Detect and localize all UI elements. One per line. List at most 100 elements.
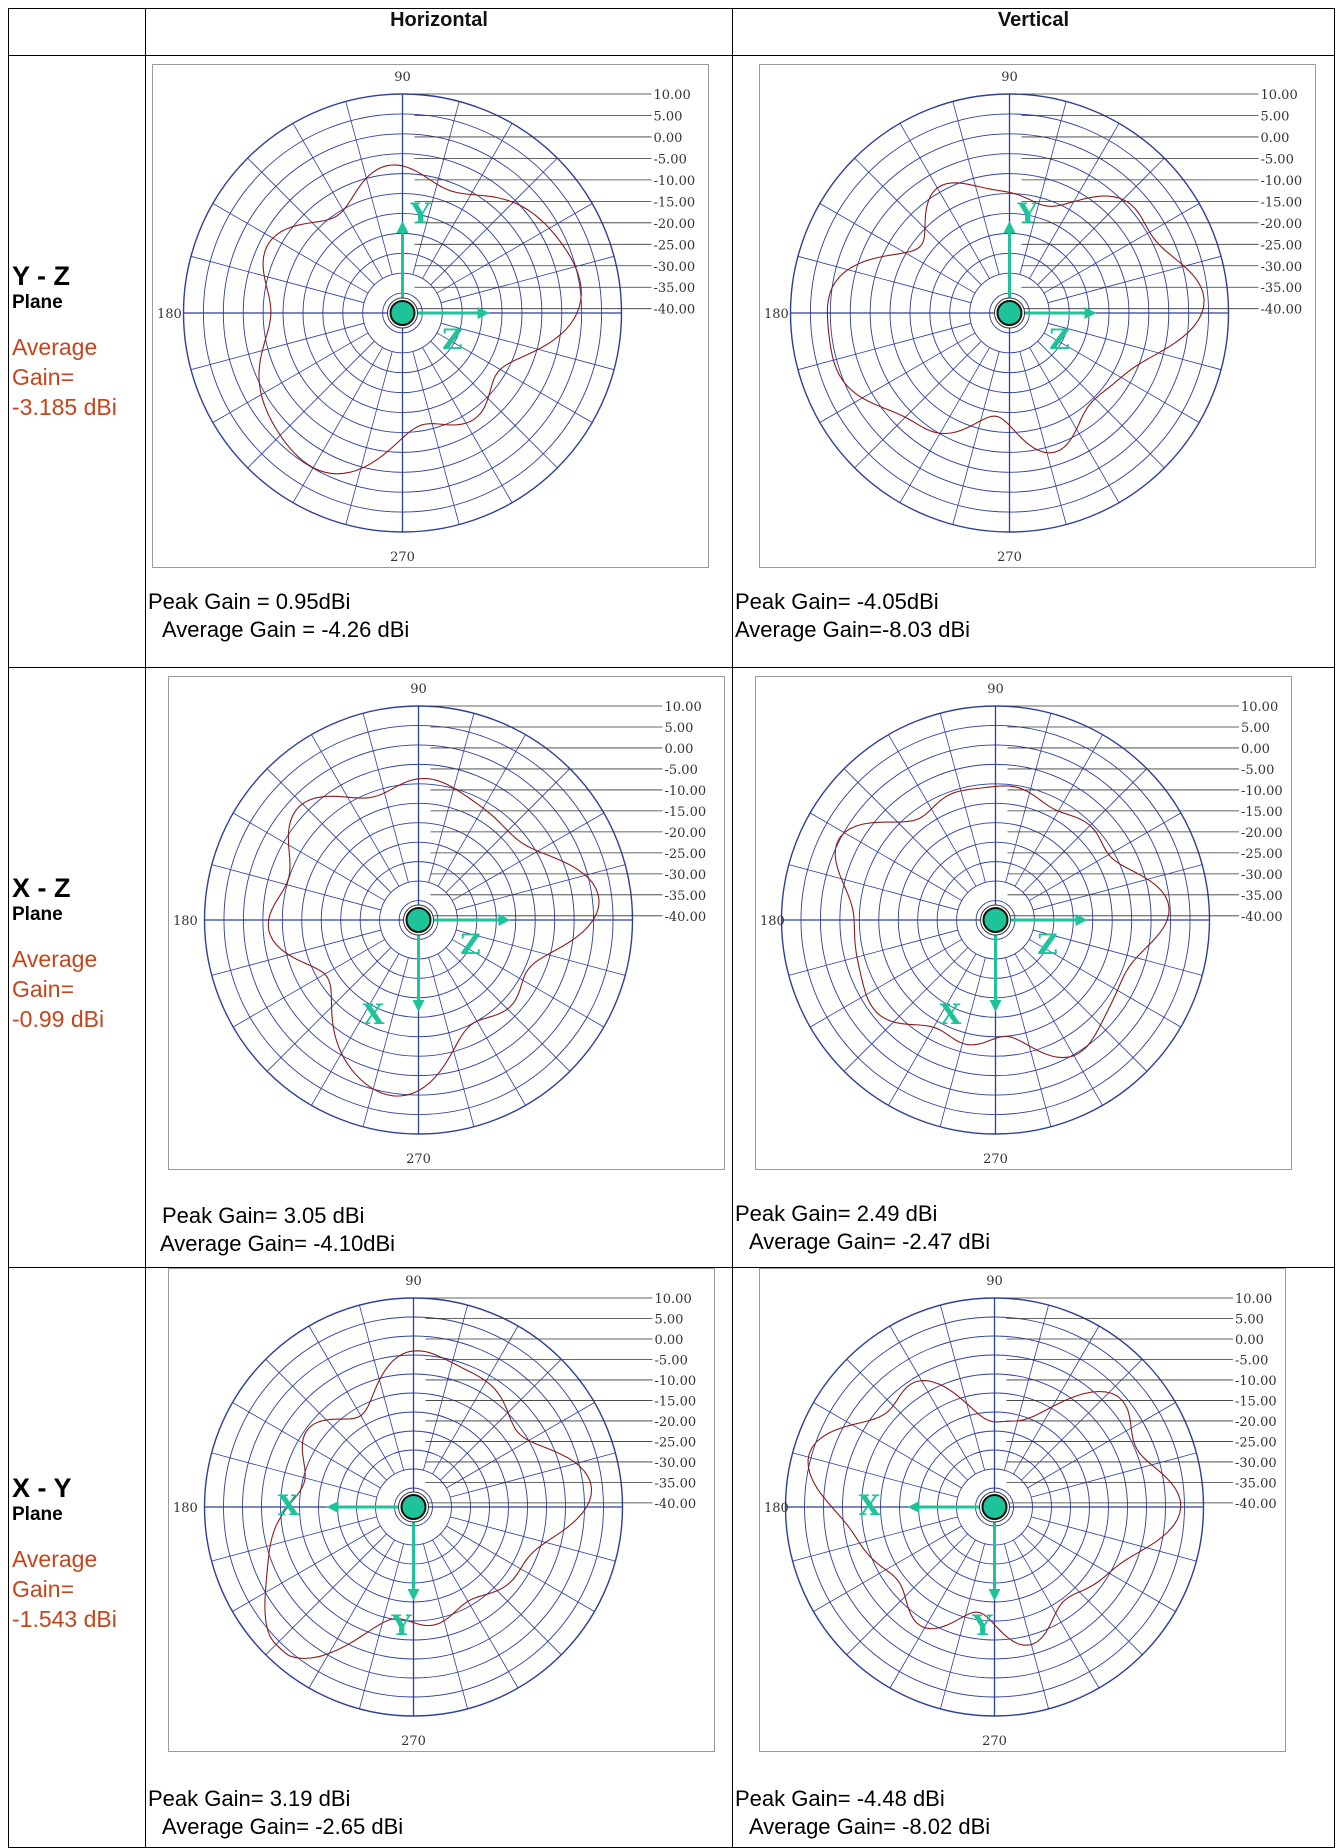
antenna-pattern-table: Horizontal Vertical Y - Z Plane Average … [8, 8, 1335, 1848]
horizontal-cell: 10.00 5.00 0.00 -5.00 -10.00 -15.00 -20.00 -25.… [145, 55, 733, 668]
angle-label-180: 180 [173, 1501, 198, 1516]
polar-plot: 10.00 5.00 0.00 -5.00 -10.00 -15.00 -20.00 -25.… [755, 676, 1292, 1170]
grid-spoke [232, 1525, 381, 1612]
grid-spoke [1003, 1305, 1049, 1471]
row-yz: Y - Z Plane Average Gain= -3.185 dBi 10.… [8, 55, 1335, 668]
scale-label: -30.00 [1235, 1456, 1277, 1471]
grid-spoke [232, 812, 386, 901]
scale-label: -35.00 [654, 281, 696, 296]
scale-label: -35.00 [1241, 889, 1283, 904]
grid-spoke [247, 157, 375, 286]
grid-spoke [428, 713, 475, 883]
scale-label: 0.00 [654, 131, 683, 146]
axis-side-label: Z [460, 928, 480, 961]
grid-spoke [939, 957, 986, 1127]
row-xz: X - Z Plane Average Gain= -0.99 dBi 10.0… [8, 667, 1335, 1268]
grid-spoke [1003, 1543, 1049, 1709]
grid-spoke [1005, 957, 1052, 1127]
scale-label: -25.00 [1235, 1435, 1277, 1450]
scale-label: 10.00 [655, 1292, 692, 1307]
grid-spoke [1047, 255, 1222, 304]
grid-spoke [437, 734, 526, 887]
scale-label: -20.00 [655, 1415, 697, 1430]
center-marker [400, 1494, 427, 1520]
scale-label: 0.00 [655, 1333, 684, 1348]
polar-plot-svg: 10.00 5.00 0.00 -5.00 -10.00 -15.00 -20.00 -25.… [764, 1274, 1277, 1749]
grid-spoke [266, 768, 392, 893]
grid-spoke [797, 255, 972, 304]
scale-label: -20.00 [1241, 826, 1283, 841]
pattern-trace [267, 777, 600, 1097]
scale-label: -35.00 [665, 889, 707, 904]
scale-label: -35.00 [1261, 281, 1303, 296]
grid-spoke [211, 1452, 377, 1498]
angle-label-90: 90 [405, 1274, 422, 1289]
scale-label: -15.00 [1241, 805, 1283, 820]
peak-gain: Peak Gain= 3.05 dBi [162, 1203, 365, 1228]
grid-spoke [450, 1516, 616, 1562]
grid-spoke [940, 1543, 986, 1709]
axis-left-arrow-head [326, 1501, 339, 1513]
scale-label: -40.00 [1261, 303, 1303, 318]
grid-spoke [788, 864, 959, 911]
scale-label: 0.00 [1235, 1333, 1264, 1348]
scale-label: -20.00 [1261, 217, 1303, 232]
scale-label: -25.00 [1241, 847, 1283, 862]
grid-spoke [440, 1533, 562, 1656]
angle-label-90: 90 [986, 1274, 1003, 1289]
grid-spoke [211, 864, 382, 911]
angle-label-270: 270 [401, 1734, 426, 1749]
average-gain: Average Gain=-8.03 dBi [735, 616, 971, 642]
polar-plot-svg: 10.00 5.00 0.00 -5.00 -10.00 -15.00 -20.00 -25.… [173, 682, 707, 1167]
grid-spoke [211, 1516, 377, 1562]
grid-spoke [854, 157, 982, 286]
grid-spoke [430, 157, 558, 286]
angle-label-270: 270 [390, 550, 415, 565]
grid-spoke [265, 1533, 387, 1656]
scale-label: -30.00 [654, 260, 696, 275]
pattern-trace [264, 1350, 593, 1660]
grid-spoke [232, 1402, 381, 1489]
axis-up-arrow-head [396, 221, 409, 233]
scale-label: -25.00 [665, 847, 707, 862]
scale-label: -20.00 [1235, 1415, 1277, 1430]
scale-label: -10.00 [665, 784, 707, 799]
angle-label-270: 270 [982, 1734, 1007, 1749]
grid-spoke [436, 332, 593, 423]
grid-spoke [292, 123, 383, 279]
angle-label-270: 270 [997, 550, 1022, 565]
axis-down-arrow-head [407, 1589, 420, 1601]
grid-spoke [190, 255, 365, 304]
grid-spoke [311, 953, 400, 1106]
center-marker [981, 1494, 1008, 1520]
scale-label: -15.00 [665, 805, 707, 820]
average-gain: Average Gain= -2.47 dBi [749, 1228, 991, 1254]
peak-gain: Peak Gain = 0.95dBi [148, 589, 351, 614]
plane-label: Y - Z Plane Average Gain= -3.185 dBi [12, 261, 152, 423]
scale-label: 0.00 [1261, 131, 1290, 146]
scale-label: 10.00 [654, 88, 691, 103]
grid-spoke [440, 1358, 562, 1481]
scale-label: -30.00 [655, 1456, 697, 1471]
grid-spoke [1019, 101, 1067, 275]
angle-label-90: 90 [1001, 70, 1018, 85]
grid-spoke [445, 947, 571, 1072]
grid-spoke [1021, 1533, 1143, 1656]
average-gain: Average Gain= -2.65 dBi [162, 1813, 404, 1839]
grid-spoke [1013, 1325, 1100, 1475]
grid-spoke [1022, 768, 1148, 893]
plane-word: Plane [12, 1504, 63, 1526]
scale-label: -5.00 [654, 152, 687, 167]
grid-spoke [362, 957, 409, 1127]
grid-spoke [428, 957, 475, 1127]
axis-up-label: Y [410, 197, 432, 230]
grid-spoke [190, 322, 365, 371]
plane-word: Plane [12, 292, 63, 314]
grid-spoke [1022, 947, 1148, 1072]
scale-label: 5.00 [1261, 109, 1290, 124]
grid-spoke [436, 203, 593, 294]
grid-spoke [446, 1402, 595, 1489]
grid-spoke [422, 1305, 468, 1471]
grid-spoke [1013, 1539, 1100, 1689]
grid-spoke [846, 1533, 968, 1656]
